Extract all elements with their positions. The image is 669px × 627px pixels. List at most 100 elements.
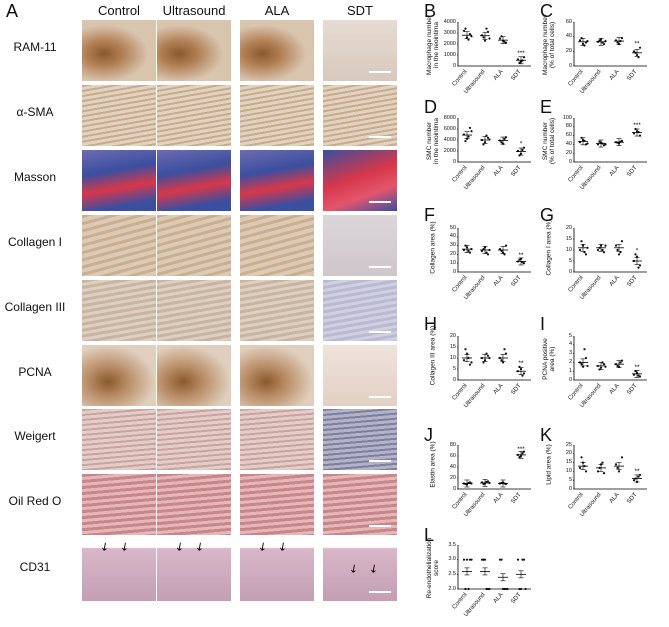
- data-point: [596, 470, 600, 473]
- y-tick-label: 2000: [443, 147, 456, 154]
- data-point: [584, 470, 588, 473]
- y-tick-label: 20: [565, 47, 572, 54]
- data-point: [483, 39, 487, 42]
- micrograph-collagen-i-ultrasound: [157, 215, 231, 276]
- micrograph-oil-red-o-control: [82, 474, 156, 535]
- scale-bar: [369, 591, 391, 593]
- data-point: [468, 33, 472, 36]
- data-point: [503, 587, 506, 591]
- data-point: [617, 253, 621, 256]
- y-tick-label: 2000: [443, 40, 456, 47]
- data-point: [464, 140, 467, 143]
- micrograph-cd31-ala: ↙ ↙: [240, 540, 314, 601]
- significance-label: *: [636, 247, 639, 254]
- data-point: [518, 456, 521, 459]
- data-point: [521, 148, 524, 151]
- significance-label: ***: [517, 446, 525, 453]
- data-point: [504, 244, 508, 247]
- data-point: [632, 50, 636, 53]
- data-point: [524, 587, 527, 591]
- arrow-icon: ↙: [192, 540, 208, 555]
- y-tick-label: 20: [565, 149, 572, 156]
- data-point: [498, 37, 502, 40]
- y-tick-label: 4000: [443, 18, 456, 25]
- arrow-icon: ↙: [255, 540, 271, 555]
- micrograph-collagen-i-ala: [240, 215, 314, 276]
- data-point: [516, 558, 520, 561]
- data-point: [637, 266, 640, 269]
- data-point: [580, 240, 583, 243]
- micrograph-masson-ala: [240, 150, 314, 211]
- y-tick-label: 10: [565, 246, 572, 253]
- panel-letter-l: L: [424, 525, 435, 545]
- data-point: [500, 35, 503, 38]
- data-point: [470, 35, 473, 38]
- micrograph-collagen-i-sdt: [323, 215, 397, 276]
- y-tick-label: 25: [565, 441, 572, 448]
- data-point: [638, 134, 642, 137]
- data-point: [464, 348, 467, 351]
- panel-letter-j: J: [424, 425, 433, 445]
- scatter-plot-h: **: [457, 336, 531, 381]
- y-tick-label: 3000: [443, 29, 456, 36]
- data-point: [614, 463, 618, 466]
- data-point: [518, 587, 521, 591]
- data-point: [485, 352, 488, 355]
- data-point: [586, 364, 589, 368]
- scatter-plot-k: **: [573, 445, 647, 490]
- micrograph-ram-11-control: [82, 20, 156, 81]
- row-label-collagen-i: Collagen I: [7, 235, 63, 249]
- data-point: [468, 251, 472, 254]
- micrograph-oil-red-o-ultrasound: [157, 474, 231, 535]
- panel-letter-h: H: [424, 314, 437, 334]
- panel-letter-i: I: [540, 314, 546, 334]
- arrow-icon: ↙: [275, 540, 291, 555]
- data-point: [486, 253, 490, 256]
- y-tick-label: 0: [452, 268, 456, 275]
- micrograph-masson-control: [82, 150, 156, 211]
- micrograph-collagen-i-control: [82, 215, 156, 276]
- y-tick-label: 5: [568, 476, 572, 483]
- row-label-cd31: CD31: [19, 560, 51, 574]
- data-point: [637, 475, 640, 478]
- data-point: [578, 39, 582, 42]
- data-point: [637, 374, 640, 377]
- scatter-plot-l: [457, 545, 531, 591]
- data-point: [602, 472, 606, 475]
- y-tick-label: 1000: [443, 51, 456, 58]
- data-point: [462, 558, 466, 561]
- data-point: [616, 466, 619, 469]
- significance-label: **: [518, 252, 524, 259]
- row-label-oil-red-o: Oil Red O: [8, 494, 62, 508]
- micrograph-weigert-ala: [240, 409, 314, 470]
- data-point: [632, 479, 636, 482]
- column-header-ala: ALA: [264, 3, 290, 18]
- y-tick-label: 60: [565, 18, 572, 25]
- micrograph-collagen-iii-ala: [240, 280, 314, 341]
- scale-bar: [369, 396, 391, 398]
- data-point: [584, 356, 588, 360]
- data-point: [586, 142, 589, 145]
- y-tick-label: 5: [568, 332, 572, 339]
- data-point: [604, 244, 607, 247]
- arrow-icon: ↙: [346, 561, 362, 577]
- data-point: [501, 361, 505, 364]
- y-tick-label: 0: [452, 62, 456, 69]
- data-point: [522, 146, 526, 149]
- data-point: [464, 587, 467, 591]
- y-tick-label: 80: [449, 441, 456, 448]
- y-tick-label: 5: [568, 257, 572, 264]
- y-tick-label: 20: [449, 250, 456, 257]
- data-point: [500, 141, 503, 144]
- y-tick-label: 0: [568, 376, 572, 383]
- data-point: [485, 587, 488, 591]
- panel-letter-d: D: [424, 97, 437, 117]
- y-tick-label: 20: [565, 224, 572, 231]
- scatter-plot-b: ***: [457, 22, 531, 67]
- y-tick-label: 0: [452, 376, 456, 383]
- y-tick-label: 15: [565, 459, 572, 466]
- micrograph-a-sma-sdt: [323, 85, 397, 146]
- micrograph-a-sma-control: [82, 85, 156, 146]
- row-label-pcna: PCNA: [18, 365, 52, 379]
- data-point: [504, 352, 508, 355]
